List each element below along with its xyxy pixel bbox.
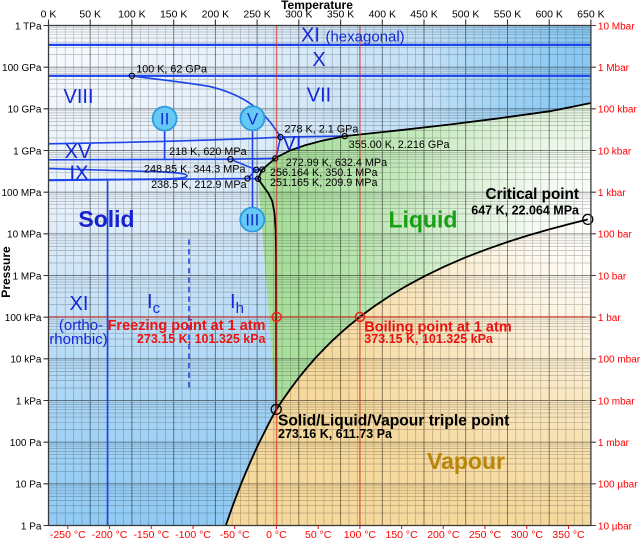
svg-text:647 K, 22.064 MPa: 647 K, 22.064 MPa [471,204,580,218]
svg-text:10 Pa: 10 Pa [15,480,42,491]
svg-text:-150 °C: -150 °C [133,529,169,540]
svg-text:450 K: 450 K [410,8,437,20]
svg-text:0 K: 0 K [41,8,57,20]
svg-text:248.85 K, 344.3 MPa: 248.85 K, 344.3 MPa [144,164,245,176]
svg-text:100 bar: 100 bar [598,230,633,241]
svg-text:1 bar: 1 bar [598,313,621,324]
svg-text:10 MPa: 10 MPa [7,230,42,241]
svg-text:251.165 K, 209.9 MPa: 251.165 K, 209.9 MPa [270,177,377,189]
svg-text:XI (hexagonal): XI (hexagonal) [301,25,405,47]
svg-text:IX: IX [70,163,89,185]
svg-text:350 °C: 350 °C [552,529,585,540]
svg-text:Boiling point at 1 atm: Boiling point at 1 atm [364,320,511,336]
svg-text:1 mbar: 1 mbar [598,438,630,449]
svg-text:50 K: 50 K [79,8,101,20]
svg-text:10 µbar: 10 µbar [598,521,633,532]
svg-text:10 kbar: 10 kbar [598,146,632,157]
svg-text:355.00 K, 2.216 GPa: 355.00 K, 2.216 GPa [349,139,450,151]
svg-text:1 Pa: 1 Pa [21,521,42,532]
svg-text:1 MPa: 1 MPa [13,271,42,282]
svg-text:1 Mbar: 1 Mbar [598,63,630,74]
svg-text:100 mbar: 100 mbar [598,355,640,366]
svg-text:X: X [312,49,325,71]
svg-text:XI: XI [70,293,89,315]
svg-text:V: V [247,109,259,128]
svg-text:238.5 K, 212.9 MPa: 238.5 K, 212.9 MPa [151,179,246,191]
svg-text:272.99 K, 632.4 MPa: 272.99 K, 632.4 MPa [286,157,387,169]
svg-text:218 K, 620 MPa: 218 K, 620 MPa [169,146,246,158]
svg-text:100 K: 100 K [118,8,145,20]
svg-text:1 GPa: 1 GPa [13,146,42,157]
svg-text:10 Mbar: 10 Mbar [598,21,635,32]
svg-text:10 mbar: 10 mbar [598,396,635,407]
svg-text:Liquid: Liquid [389,207,458,233]
svg-text:100 kPa: 100 kPa [5,313,42,324]
svg-text:-100 °C: -100 °C [175,529,211,540]
svg-text:400 K: 400 K [369,8,396,20]
svg-text:200 K: 200 K [202,8,229,20]
svg-text:650 K: 650 K [577,8,604,20]
svg-text:Solid/Liquid/Vapour triple poi: Solid/Liquid/Vapour triple point [278,413,509,430]
svg-text:373.15 K, 101.325 kPa: 373.15 K, 101.325 kPa [364,332,494,346]
svg-text:350 K: 350 K [327,8,354,20]
svg-text:150 K: 150 K [160,8,187,20]
svg-text:1 kbar: 1 kbar [598,188,626,199]
svg-text:Pressure: Pressure [0,246,13,298]
svg-text:VI: VI [283,133,302,155]
svg-text:278 K, 2.1 GPa: 278 K, 2.1 GPa [285,124,359,136]
svg-text:50 °C: 50 °C [305,529,332,540]
svg-text:VII: VII [307,85,331,107]
svg-text:273.16 K, 611.73 Pa: 273.16 K, 611.73 Pa [278,427,393,441]
svg-text:-50 °C: -50 °C [220,529,250,540]
svg-text:(ortho-: (ortho- [59,317,103,334]
svg-text:1 kPa: 1 kPa [16,396,42,407]
svg-text:200 °C: 200 °C [427,529,460,540]
svg-text:100 Pa: 100 Pa [10,438,42,449]
svg-text:III: III [245,211,259,230]
svg-text:550 K: 550 K [494,8,521,20]
svg-text:Critical point: Critical point [486,186,579,203]
svg-text:-200 °C: -200 °C [92,529,128,540]
svg-text:1 TPa: 1 TPa [15,21,42,32]
svg-text:Temperature: Temperature [281,0,353,12]
svg-text:300 °C: 300 °C [511,529,544,540]
svg-text:600 K: 600 K [535,8,562,20]
svg-text:100 °C: 100 °C [344,529,377,540]
svg-text:Freezing point at 1 atm: Freezing point at 1 atm [108,318,266,334]
svg-text:XV: XV [65,141,92,163]
svg-text:rhombic): rhombic) [49,331,107,348]
svg-text:100 GPa: 100 GPa [2,63,42,74]
svg-text:100 µbar: 100 µbar [598,480,638,491]
svg-text:300 K: 300 K [285,8,312,20]
svg-text:10 GPa: 10 GPa [8,105,42,116]
svg-text:250 K: 250 K [243,8,270,20]
svg-text:100 kbar: 100 kbar [598,105,638,116]
svg-text:273.15 K, 101.325 kPa: 273.15 K, 101.325 kPa [137,332,267,346]
svg-text:150 °C: 150 °C [385,529,418,540]
svg-text:100 K, 62 GPa: 100 K, 62 GPa [136,64,207,76]
svg-text:-250 °C: -250 °C [50,529,86,540]
svg-text:256.164 K, 350.1 MPa: 256.164 K, 350.1 MPa [270,167,377,179]
svg-text:10 bar: 10 bar [598,271,627,282]
svg-text:0 °C: 0 °C [266,529,287,540]
svg-text:100 MPa: 100 MPa [1,188,41,199]
svg-text:250 °C: 250 °C [469,529,502,540]
svg-text:VIII: VIII [63,86,93,108]
svg-text:10 kPa: 10 kPa [10,355,42,366]
svg-text:II: II [160,110,169,129]
svg-text:Solid: Solid [78,206,134,232]
svg-text:Vapour: Vapour [427,448,505,474]
svg-text:500 K: 500 K [452,8,479,20]
